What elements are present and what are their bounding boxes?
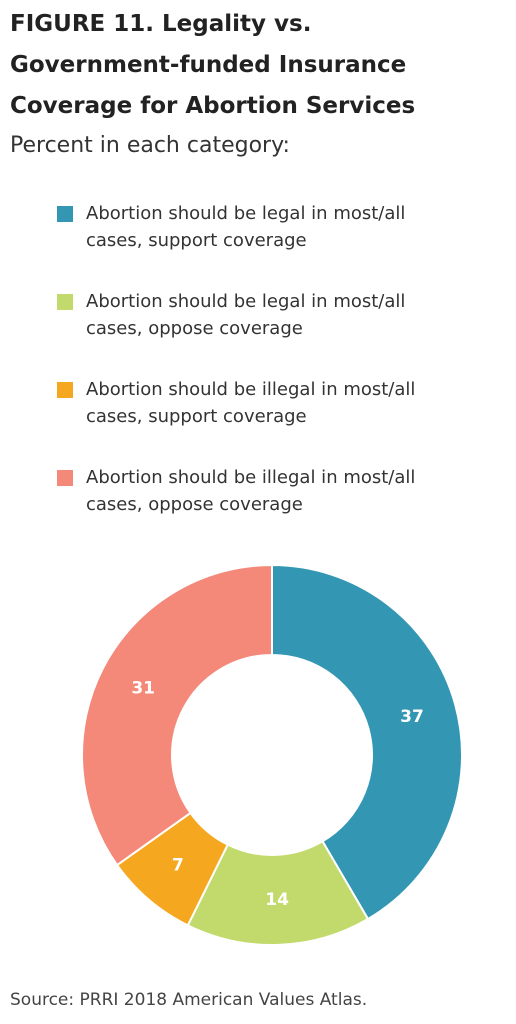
data-label: 14 (265, 890, 289, 910)
legend-swatch (57, 206, 73, 222)
data-label: 37 (400, 707, 424, 727)
donut-slice (81, 563, 273, 867)
legend-label: Abortion should be illegal in most/all c… (86, 379, 416, 427)
data-label: 31 (131, 678, 155, 698)
source-note: Source: PRRI 2018 American Values Atlas. (10, 990, 368, 1010)
donut-slice (186, 839, 370, 946)
legend-label: Abortion should be legal in most/all cas… (86, 291, 406, 339)
legend-label: Abortion should be legal in most/all cas… (86, 203, 406, 251)
legend-label: Abortion should be illegal in most/all c… (86, 467, 416, 515)
chart-title: FIGURE 11. Legality vs. Government-funde… (10, 11, 416, 119)
chart: 37 14 7 31 (81, 563, 463, 946)
donut-slice (271, 563, 463, 921)
legend-swatch (57, 382, 73, 398)
data-label: 7 (172, 855, 184, 875)
chart-subtitle: Percent in each category: (10, 133, 290, 158)
legend-swatch (57, 470, 73, 486)
legend-swatch (57, 294, 73, 310)
